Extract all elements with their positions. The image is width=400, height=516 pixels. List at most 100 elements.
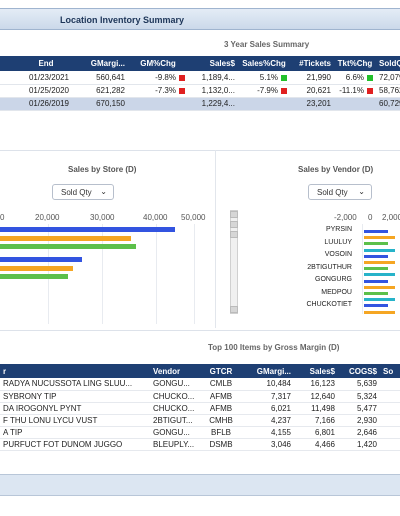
cell-cogs: 5,639 xyxy=(338,378,380,391)
cell-gmargin: 4,155 xyxy=(240,426,294,439)
cell-description: A TIP xyxy=(0,426,150,439)
table-row[interactable]: SYBRONY TIP CHUCKO... AFMB 7,317 12,640 5,324 xyxy=(0,390,400,403)
vendor-bar[interactable] xyxy=(364,236,395,240)
tick-label: 40,000 xyxy=(143,213,168,222)
col-sales[interactable]: Sales$ xyxy=(294,364,338,378)
vendor-label: MEDPOU xyxy=(321,288,352,296)
col-tickets[interactable]: #Tickets xyxy=(290,56,334,71)
divider xyxy=(0,150,400,151)
cell-sales: 4,466 xyxy=(294,438,338,451)
cell-saleschg: -7.9% xyxy=(238,84,290,98)
tick-label: 0 xyxy=(368,213,373,222)
store-bar[interactable] xyxy=(0,257,83,262)
sales-by-store-panel: Sales by Store (D) Sold Qty ⌄ 0 20,000 3… xyxy=(0,150,215,328)
vendor-bar[interactable] xyxy=(364,254,388,258)
cell-soldqty: 58,762 xyxy=(376,84,400,98)
cell-sales: 1,189,4... xyxy=(188,71,238,85)
col-saleschg[interactable]: Sales%Chg xyxy=(238,56,290,71)
table-row[interactable]: RADYA NUCUSSOTA LING SLUU... GONGU... CMLB… xyxy=(0,378,400,391)
chevron-down-icon: ⌄ xyxy=(100,187,107,196)
cell-end: 01/25/2020 xyxy=(20,84,72,98)
cell-gmargin: 6,021 xyxy=(240,402,294,415)
col-description[interactable]: r xyxy=(0,364,150,378)
vendor-bar[interactable] xyxy=(364,230,388,233)
cell-gmargin: 560,641 xyxy=(72,71,128,85)
col-soldqty[interactable]: So xyxy=(380,364,400,378)
top100-header-row: r Vendor GTCR GMargi... Sales$ COGS$ So xyxy=(0,364,400,378)
cell-tktchg: -11.1% xyxy=(334,84,376,98)
cell-gtcr: BFLB xyxy=(202,426,240,439)
vendor-bar[interactable] xyxy=(364,285,395,289)
status-up-icon xyxy=(367,74,373,81)
scroll-up-icon[interactable] xyxy=(230,211,238,218)
col-gmargin[interactable]: GMargi... xyxy=(72,56,128,71)
vendor-bar[interactable] xyxy=(364,298,395,302)
store-bar[interactable] xyxy=(0,274,68,279)
vendor-bar[interactable] xyxy=(364,273,395,277)
vendor-bar[interactable] xyxy=(364,261,395,264)
col-cogs[interactable]: COGS$ xyxy=(338,364,380,378)
cell-end: 01/26/2019 xyxy=(20,97,72,111)
vendor-scrollbar[interactable] xyxy=(230,210,238,314)
scroll-down-icon[interactable] xyxy=(230,306,238,313)
vendor-label: GONGURG xyxy=(315,276,352,283)
table-row[interactable]: DA IROGONYL PYNT CHUCKO... AFMB 6,021 11,498… xyxy=(0,402,400,415)
table-row-total[interactable]: 01/26/2019 670,150 1,229,4... 23,201 60,… xyxy=(0,97,400,111)
cell-cogs: 1,420 xyxy=(338,438,380,451)
footer-bar xyxy=(0,474,400,496)
cell-gmchg: -7.3% xyxy=(128,84,188,98)
store-bar[interactable] xyxy=(0,244,136,249)
vendor-label: LUULUY xyxy=(324,238,352,246)
store-bar[interactable] xyxy=(0,236,131,241)
vendor-bar[interactable] xyxy=(364,267,388,271)
divider xyxy=(0,330,400,331)
col-vendor[interactable]: Vendor xyxy=(150,364,202,378)
table-row[interactable]: F THU LONU LYCU VUST 2BTIGUT... CMHB 4,237 7… xyxy=(0,414,400,427)
sales-by-store-select[interactable]: Sold Qty ⌄ xyxy=(52,184,114,200)
tick-label: -2,000 xyxy=(334,213,357,222)
col-tktchg[interactable]: Tkt%Chg xyxy=(334,56,376,71)
cell-tickets: 23,201 xyxy=(290,97,334,111)
store-bar[interactable] xyxy=(0,227,175,232)
table-row[interactable]: A TIP GONGU... BFLB 4,155 6,801 2,646 xyxy=(0,426,400,439)
scroll-handle[interactable] xyxy=(230,221,238,228)
col-gtcr[interactable]: GTCR xyxy=(202,364,240,378)
select-value: Sold Qty xyxy=(61,188,92,197)
vendor-label: CHUCKOTIET xyxy=(306,301,353,308)
window-title: Location Inventory Summary xyxy=(60,15,185,25)
cell-vendor: CHUCKO... xyxy=(150,390,202,403)
col-end[interactable]: End xyxy=(20,56,72,71)
cell-description: SYBRONY TIP xyxy=(0,390,150,403)
cell-sales: 1,132,0... xyxy=(188,84,238,98)
cell-end: 01/23/2021 xyxy=(20,71,72,85)
sales-by-vendor-title: Sales by Vendor (D) xyxy=(298,165,374,174)
cell-tickets: 20,621 xyxy=(290,84,334,98)
vendor-bar[interactable] xyxy=(364,292,388,295)
status-down-icon xyxy=(179,87,185,94)
col-sales[interactable]: Sales$ xyxy=(188,56,238,71)
status-up-icon xyxy=(281,74,287,81)
vendor-bar[interactable] xyxy=(364,310,395,314)
gridline xyxy=(156,224,157,324)
vendor-bar[interactable] xyxy=(364,248,395,252)
top100-table: r Vendor GTCR GMargi... Sales$ COGS$ So … xyxy=(0,364,400,451)
table-row[interactable]: 01/23/2021 560,641 -9.8% 1,189,4... 5.1%… xyxy=(0,71,400,85)
sales-by-vendor-select[interactable]: Sold Qty ⌄ xyxy=(308,184,372,200)
vendor-bar[interactable] xyxy=(364,304,388,308)
scroll-handle[interactable] xyxy=(230,231,238,238)
table-row[interactable]: PURFUCT FOT DUNOM JUGGO BLEUPLY... DSMB 3,0… xyxy=(0,438,400,451)
col-gmchg[interactable]: GM%Chg xyxy=(128,56,188,71)
status-down-icon xyxy=(281,87,287,94)
store-bar[interactable] xyxy=(0,266,73,271)
cell-cogs: 2,646 xyxy=(338,426,380,439)
table-row[interactable]: 01/25/2020 621,282 -7.3% 1,132,0... -7.9… xyxy=(0,84,400,98)
vendor-bar[interactable] xyxy=(364,242,388,246)
cell-gmargin: 3,046 xyxy=(240,438,294,451)
col-gmargin[interactable]: GMargi... xyxy=(240,364,294,378)
vendor-label: PYRSIN xyxy=(325,226,352,233)
vendor-bar[interactable] xyxy=(364,279,388,283)
cell-vendor: CHUCKO... xyxy=(150,402,202,415)
cell-sales: 12,640 xyxy=(294,390,338,403)
gridline xyxy=(362,224,363,314)
